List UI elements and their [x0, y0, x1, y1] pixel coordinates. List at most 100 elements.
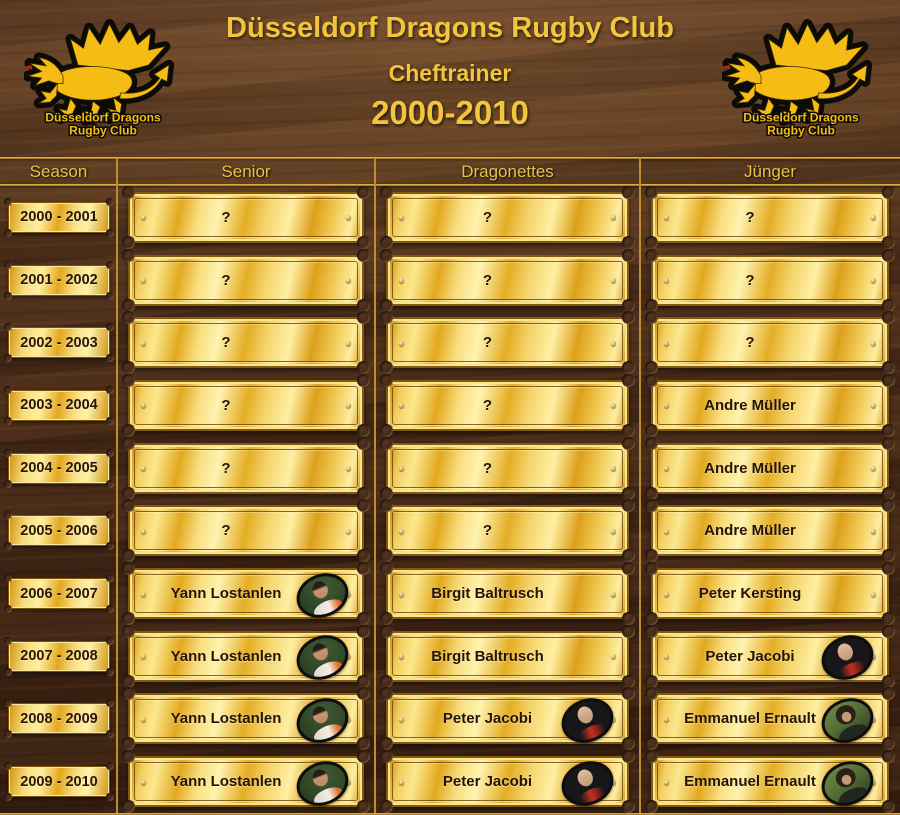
coach-name: ? — [482, 396, 493, 414]
dragon-icon: Düsseldorf Dragons Rugby Club — [24, 16, 182, 139]
screw-icon — [399, 278, 404, 284]
coach-name: ? — [221, 396, 231, 414]
coach-name: Peter Kersting — [698, 585, 802, 603]
coach-plaque-senior: Yann Lostanlen — [122, 562, 370, 626]
table-row: 2009 - 2010 Yann Lostanlen Peter Jacobi … — [0, 750, 900, 814]
club-logo: Düsseldorf Dragons Rugby Club — [722, 16, 880, 140]
logo-caption-1: Düsseldorf Dragons — [45, 111, 161, 125]
coach-plaque-junger: Emmanuel Ernault — [645, 750, 895, 814]
divider — [374, 159, 376, 813]
screw-icon — [141, 654, 146, 660]
coach-plaque-junger: Andre Müller — [645, 499, 895, 563]
screw-icon — [399, 403, 404, 409]
coach-plaque-dragonettes: ? — [380, 185, 635, 249]
coach-plaque-dragonettes: ? — [380, 311, 635, 375]
season-plaque: 2001 - 2002 — [4, 260, 114, 300]
season-plaque: 2004 - 2005 — [4, 448, 114, 488]
coach-plaque-junger: Peter Kersting — [645, 562, 895, 626]
column-header-dragonettes: Dragonettes — [461, 161, 554, 181]
season-plaque: 2009 - 2010 — [4, 762, 114, 802]
screw-icon — [871, 403, 876, 409]
screw-icon — [611, 215, 616, 221]
column-header-senior: Senior — [221, 161, 271, 181]
screw-icon — [141, 591, 146, 597]
screw-icon — [399, 779, 404, 785]
screw-icon — [399, 528, 404, 534]
screw-icon — [611, 466, 616, 472]
coach-name: ? — [221, 271, 231, 289]
table-row: 2004 - 2005 ? ? Andre Müller — [0, 436, 900, 500]
column-header-season: Season — [29, 161, 88, 181]
season-label: 2007 - 2008 — [20, 648, 98, 665]
coach-plaque-senior: ? — [122, 185, 370, 249]
table-row: 2000 - 2001 ? ? ? — [0, 185, 900, 249]
coach-plaque-junger: Peter Jacobi — [645, 624, 895, 688]
page-subtitle: Cheftrainer — [388, 60, 512, 86]
coach-name: Andre Müller — [704, 396, 796, 414]
screw-icon — [664, 779, 669, 785]
coach-plaque-senior: ? — [122, 373, 370, 437]
coach-plaque-senior: ? — [122, 311, 370, 375]
coach-name: ? — [745, 271, 755, 289]
season-label: 2006 - 2007 — [20, 585, 98, 602]
table-row: 2002 - 2003 ? ? ? — [0, 311, 900, 375]
divider — [0, 157, 900, 159]
coach-name: Birgit Baltrusch — [431, 585, 544, 603]
season-plaque: 2000 - 2001 — [4, 197, 114, 237]
screw-icon — [664, 528, 669, 534]
coach-plaque-junger: ? — [645, 185, 895, 249]
page-title: Düsseldorf Dragons Rugby Club — [226, 12, 674, 44]
coach-name: ? — [221, 208, 231, 226]
page-period: 2000-2010 — [371, 94, 529, 131]
coach-name: ? — [482, 459, 493, 477]
coach-plaque-dragonettes: Peter Jacobi — [380, 687, 635, 751]
table-row: 2006 - 2007 Yann Lostanlen Birgit Baltru… — [0, 562, 900, 626]
screw-icon — [346, 215, 351, 221]
screw-icon — [346, 403, 351, 409]
club-logo: Düsseldorf Dragons Rugby Club — [24, 16, 182, 140]
divider — [116, 159, 118, 813]
coach-plaque-dragonettes: ? — [380, 248, 635, 312]
coach-plaque-junger: Emmanuel Ernault — [645, 687, 895, 751]
coach-name: ? — [745, 334, 755, 352]
screw-icon — [871, 215, 876, 221]
screw-icon — [141, 340, 146, 346]
coach-name: Yann Lostanlen — [170, 585, 282, 603]
screw-icon — [346, 340, 351, 346]
season-label: 2001 - 2002 — [20, 272, 98, 289]
coach-plaque-senior: Yann Lostanlen — [122, 624, 370, 688]
screw-icon — [611, 278, 616, 284]
screw-icon — [871, 591, 876, 597]
coach-name: Yann Lostanlen — [170, 773, 282, 791]
screw-icon — [611, 340, 616, 346]
screw-icon — [871, 340, 876, 346]
table-row: 2008 - 2009 Yann Lostanlen Peter Jacobi … — [0, 687, 900, 751]
screw-icon — [141, 466, 146, 472]
coach-name: Peter Jacobi — [705, 647, 795, 665]
coach-name: Emmanuel Ernault — [684, 710, 816, 728]
coach-board: Season Senior Dragonettes Jünger 2000 - … — [0, 157, 900, 815]
coach-name: Emmanuel Ernault — [684, 773, 816, 791]
coach-plaque-dragonettes: Peter Jacobi — [380, 750, 635, 814]
divider — [0, 813, 900, 815]
coach-name: Andre Müller — [704, 522, 796, 540]
screw-icon — [611, 403, 616, 409]
coach-plaque-junger: ? — [645, 311, 895, 375]
coach-plaque-dragonettes: ? — [380, 499, 635, 563]
divider — [0, 184, 900, 186]
logo-caption-2: Rugby Club — [767, 124, 835, 138]
screw-icon — [399, 340, 404, 346]
screw-icon — [346, 466, 351, 472]
table-row: 2007 - 2008 Yann Lostanlen Birgit Baltru… — [0, 624, 900, 688]
season-plaque: 2007 - 2008 — [4, 636, 114, 676]
season-label: 2008 - 2009 — [20, 710, 98, 727]
table-row: 2001 - 2002 ? ? ? — [0, 248, 900, 312]
screw-icon — [664, 654, 669, 660]
screw-icon — [871, 278, 876, 284]
season-plaque: 2005 - 2006 — [4, 511, 114, 551]
screw-icon — [141, 528, 146, 534]
season-label: 2002 - 2003 — [20, 334, 98, 351]
logo-caption-2: Rugby Club — [69, 124, 137, 138]
screw-icon — [664, 278, 669, 284]
screw-icon — [141, 403, 146, 409]
